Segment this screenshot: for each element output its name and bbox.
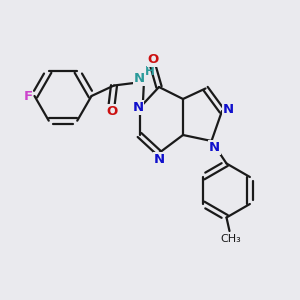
Text: H: H [145,64,154,78]
Text: O: O [106,105,117,118]
Text: N: N [134,72,145,86]
Text: N: N [153,153,165,166]
Text: CH₃: CH₃ [220,233,242,244]
Text: F: F [23,89,32,103]
Text: N: N [223,103,234,116]
Text: O: O [147,53,159,66]
Text: N: N [209,141,220,154]
Text: N: N [132,101,144,114]
